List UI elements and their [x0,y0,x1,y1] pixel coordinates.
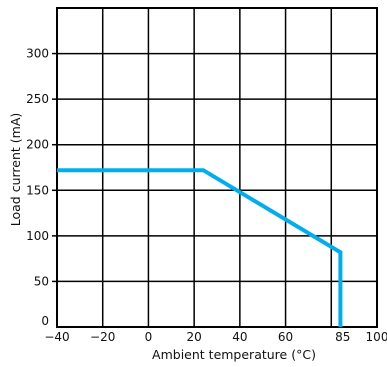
x-tick-label: 85 [335,330,350,344]
x-axis-title: Ambient temperature (°C) [152,347,316,362]
series-line [57,168,343,327]
y-tick-label: 250 [26,92,49,106]
y-tick-label: 200 [26,138,49,152]
x-tick-label: 40 [232,330,247,344]
x-tick-label: −40 [44,330,69,344]
x-tick-label: 0 [145,330,153,344]
y-tick-label: 150 [26,183,49,197]
y-axis-title: Load current (mA) [8,113,23,227]
x-tick-label: 100 [366,330,387,344]
x-tick-label: −20 [90,330,115,344]
x-tick-label: 20 [187,330,202,344]
x-tick-label: 60 [278,330,293,344]
y-tick-label: 50 [34,274,49,288]
y-tick-label: 0 [41,314,49,328]
plot-frame [56,7,378,328]
y-tick-label: 300 [26,47,49,61]
y-tick-label: 100 [26,229,49,243]
